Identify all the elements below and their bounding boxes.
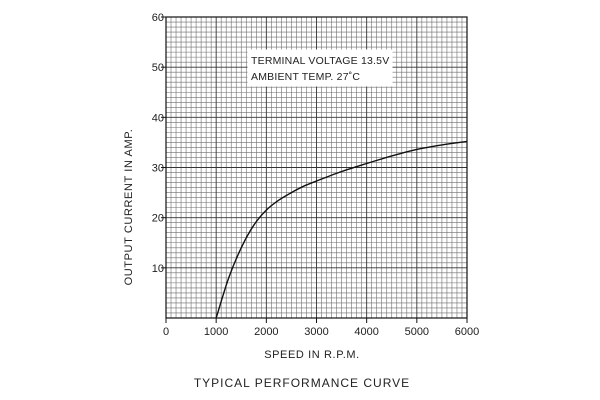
x-tick-label: 5000 <box>405 326 429 338</box>
conditions-note-background <box>247 49 393 87</box>
y-axis-ticks: 10 20 30 40 50 60 <box>152 12 166 275</box>
x-tick-label: 2000 <box>254 326 278 338</box>
note-ambient-temp: AMBIENT TEMP. 27˚C <box>251 71 360 83</box>
x-axis-title: SPEED IN R.P.M. <box>264 349 360 361</box>
y-tick-label: 10 <box>152 263 164 275</box>
conditions-note: TERMINAL VOLTAGE 13.5V AMBIENT TEMP. 27˚… <box>247 49 393 87</box>
note-terminal-voltage: TERMINAL VOLTAGE 13.5V <box>251 55 389 67</box>
y-tick-label: 60 <box>152 12 164 24</box>
x-tick-label: 3000 <box>304 326 328 338</box>
y-tick-label: 30 <box>152 163 164 175</box>
series-layer <box>215 140 468 319</box>
x-tick-label: 6000 <box>455 326 479 338</box>
x-axis-ticks: 0 1000 2000 3000 4000 5000 6000 <box>163 318 479 338</box>
y-tick-label: 50 <box>152 62 164 74</box>
x-tick-label: 1000 <box>204 326 228 338</box>
x-tick-label: 4000 <box>354 326 378 338</box>
performance-curve <box>215 140 468 319</box>
chart-title: TYPICAL PERFORMANCE CURVE <box>194 376 410 390</box>
y-tick-label: 20 <box>152 213 164 225</box>
y-axis-title: OUTPUT CURRENT IN AMP. <box>123 129 135 286</box>
x-tick-label: 0 <box>163 326 169 338</box>
y-tick-label: 40 <box>152 112 164 124</box>
